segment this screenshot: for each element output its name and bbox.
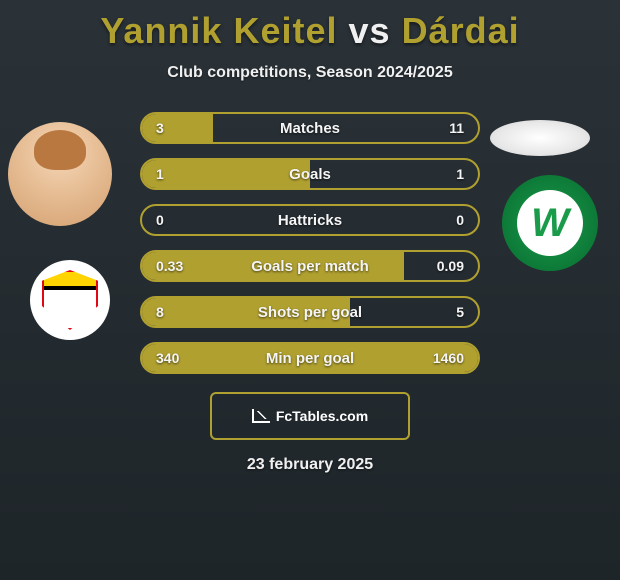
- stat-bar-goals: 1 Goals 1: [140, 158, 480, 190]
- title-player1: Yannik Keitel: [100, 10, 337, 51]
- stat-label: Goals per match: [251, 258, 369, 275]
- stat-right-value: 5: [456, 304, 464, 320]
- stat-label: Min per goal: [266, 350, 354, 367]
- stat-bar-matches: 3 Matches 11: [140, 112, 480, 144]
- stat-right-value: 11: [449, 120, 464, 136]
- subtitle: Club competitions, Season 2024/2025: [0, 64, 620, 82]
- stat-row: 0.33 Goals per match 0.09: [0, 250, 620, 282]
- stat-fill: [142, 160, 310, 188]
- stat-label: Shots per goal: [258, 304, 362, 321]
- branding-text: FcTables.com: [276, 408, 368, 424]
- stat-row: 3 Matches 11: [0, 112, 620, 144]
- stat-label: Matches: [280, 120, 340, 137]
- comparison-title: Yannik Keitel vs Dárdai: [0, 0, 620, 52]
- stat-label: Hattricks: [278, 212, 342, 229]
- stat-left-value: 0.33: [156, 258, 183, 274]
- date-label: 23 february 2025: [0, 456, 620, 474]
- stat-row: 0 Hattricks 0: [0, 204, 620, 236]
- stat-left-value: 8: [156, 304, 164, 320]
- stat-right-value: 1460: [433, 350, 464, 366]
- stat-row: 1 Goals 1: [0, 158, 620, 190]
- stats-container: 3 Matches 11 1 Goals 1 0 Hattricks 0 0.3…: [0, 112, 620, 374]
- chart-icon: [252, 409, 270, 423]
- title-player2: Dárdai: [402, 10, 520, 51]
- stat-left-value: 1: [156, 166, 164, 182]
- stat-left-value: 3: [156, 120, 164, 136]
- stat-bar-spg: 8 Shots per goal 5: [140, 296, 480, 328]
- stat-fill: [142, 114, 213, 142]
- stat-row: 8 Shots per goal 5: [0, 296, 620, 328]
- stat-bar-hattricks: 0 Hattricks 0: [140, 204, 480, 236]
- stat-row: 340 Min per goal 1460: [0, 342, 620, 374]
- stat-right-value: 0.09: [437, 258, 464, 274]
- stat-bar-gpm: 0.33 Goals per match 0.09: [140, 250, 480, 282]
- stat-bar-mpg: 340 Min per goal 1460: [140, 342, 480, 374]
- title-vs: vs: [349, 10, 391, 51]
- stat-right-value: 1: [456, 166, 464, 182]
- stat-left-value: 0: [156, 212, 164, 228]
- stat-left-value: 340: [156, 350, 179, 366]
- branding-box: FcTables.com: [210, 392, 410, 440]
- stat-label: Goals: [289, 166, 331, 183]
- stat-right-value: 0: [456, 212, 464, 228]
